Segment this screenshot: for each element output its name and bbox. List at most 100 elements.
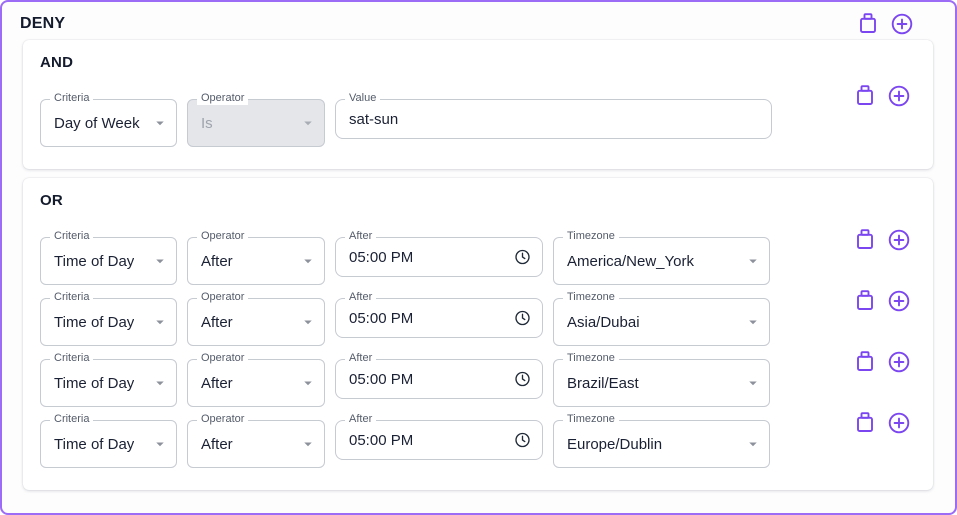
dropdown-arrow-icon bbox=[749, 381, 757, 386]
criteria-label: Criteria bbox=[50, 230, 94, 243]
timezone-select[interactable]: Timezone Europe/Dublin bbox=[553, 413, 770, 468]
dropdown-arrow-icon bbox=[304, 442, 312, 447]
operator-label: Operator bbox=[197, 92, 249, 105]
plus-circle-icon bbox=[888, 412, 910, 433]
and-row-actions bbox=[853, 83, 911, 108]
delete-rule-button[interactable] bbox=[853, 83, 877, 108]
operator-label: Operator bbox=[197, 230, 249, 243]
clock-icon bbox=[515, 249, 530, 265]
time-value: 05:00 PM bbox=[349, 431, 414, 449]
operator-value: After bbox=[201, 374, 233, 392]
plus-circle-icon bbox=[888, 351, 910, 372]
criteria-label: Criteria bbox=[50, 291, 94, 304]
or-rule-row: Criteria Time of Day Operator After Afte… bbox=[40, 229, 911, 285]
timezone-label: Timezone bbox=[563, 352, 619, 365]
delete-group-button[interactable] bbox=[856, 11, 880, 36]
operator-select[interactable]: Operator After bbox=[187, 413, 325, 468]
time-value: 05:00 PM bbox=[349, 248, 414, 266]
or-rule-row: Criteria Time of Day Operator After Afte… bbox=[40, 412, 911, 468]
operator-value: After bbox=[201, 435, 233, 453]
plus-circle-icon bbox=[888, 85, 910, 106]
criteria-select[interactable]: Criteria Day of Week bbox=[40, 92, 177, 147]
or-row-actions bbox=[853, 349, 911, 374]
operator-label: Operator bbox=[197, 291, 249, 304]
timezone-value: Asia/Dubai bbox=[567, 313, 640, 331]
panel-actions bbox=[856, 11, 914, 36]
delete-rule-button[interactable] bbox=[853, 288, 877, 313]
dropdown-arrow-icon bbox=[304, 381, 312, 386]
operator-value: After bbox=[201, 313, 233, 331]
time-input[interactable]: After 05:00 PM bbox=[335, 291, 543, 338]
panel-header: DENY bbox=[2, 2, 955, 40]
add-rule-button[interactable] bbox=[887, 288, 911, 313]
timezone-value: Europe/Dublin bbox=[567, 435, 663, 453]
or-row-actions bbox=[853, 288, 911, 313]
time-label: After bbox=[345, 230, 377, 243]
delete-rule-button[interactable] bbox=[853, 410, 877, 435]
criteria-select[interactable]: Criteria Time of Day bbox=[40, 291, 177, 346]
dropdown-arrow-icon bbox=[156, 121, 164, 126]
criteria-label: Criteria bbox=[50, 352, 94, 365]
timezone-select[interactable]: Timezone Asia/Dubai bbox=[553, 291, 770, 346]
add-rule-button[interactable] bbox=[887, 227, 911, 252]
time-label: After bbox=[345, 291, 377, 304]
criteria-value: Time of Day bbox=[54, 435, 135, 453]
operator-select[interactable]: Operator After bbox=[187, 230, 325, 285]
operator-select[interactable]: Operator After bbox=[187, 291, 325, 346]
trash-icon bbox=[857, 229, 873, 249]
dropdown-arrow-icon bbox=[304, 259, 312, 264]
time-input[interactable]: After 05:00 PM bbox=[335, 230, 543, 277]
dropdown-arrow-icon bbox=[749, 259, 757, 264]
plus-circle-icon bbox=[888, 229, 910, 250]
or-rule-row: Criteria Time of Day Operator After Afte… bbox=[40, 290, 911, 346]
or-group-card: OR Criteria Time of Day Operator After A… bbox=[23, 178, 933, 490]
add-rule-button[interactable] bbox=[887, 349, 911, 374]
time-value: 05:00 PM bbox=[349, 370, 414, 388]
timezone-label: Timezone bbox=[563, 291, 619, 304]
operator-select[interactable]: Operator After bbox=[187, 352, 325, 407]
time-input[interactable]: After 05:00 PM bbox=[335, 352, 543, 399]
add-group-button[interactable] bbox=[890, 11, 914, 36]
clock-icon bbox=[515, 310, 530, 326]
operator-value: Is bbox=[201, 114, 213, 132]
value-text: sat-sun bbox=[349, 110, 399, 128]
add-rule-button[interactable] bbox=[887, 410, 911, 435]
delete-rule-button[interactable] bbox=[853, 349, 877, 374]
or-row-actions bbox=[853, 227, 911, 252]
timezone-label: Timezone bbox=[563, 230, 619, 243]
page-title: DENY bbox=[20, 14, 66, 32]
value-input[interactable]: Value sat-sun bbox=[335, 92, 772, 139]
criteria-select[interactable]: Criteria Time of Day bbox=[40, 230, 177, 285]
add-rule-button[interactable] bbox=[887, 83, 911, 108]
trash-icon bbox=[857, 351, 873, 371]
time-value: 05:00 PM bbox=[349, 309, 414, 327]
plus-circle-icon bbox=[891, 13, 913, 34]
timezone-select[interactable]: Timezone Brazil/East bbox=[553, 352, 770, 407]
dropdown-arrow-icon bbox=[304, 121, 312, 126]
criteria-label: Criteria bbox=[50, 413, 94, 426]
plus-circle-icon bbox=[888, 290, 910, 311]
dropdown-arrow-icon bbox=[156, 381, 164, 386]
dropdown-arrow-icon bbox=[304, 320, 312, 325]
dropdown-arrow-icon bbox=[749, 442, 757, 447]
dropdown-arrow-icon bbox=[156, 320, 164, 325]
time-input[interactable]: After 05:00 PM bbox=[335, 413, 543, 460]
clock-icon bbox=[515, 432, 530, 448]
criteria-select[interactable]: Criteria Time of Day bbox=[40, 413, 177, 468]
timezone-select[interactable]: Timezone America/New_York bbox=[553, 230, 770, 285]
criteria-value: Time of Day bbox=[54, 252, 135, 270]
dropdown-arrow-icon bbox=[156, 259, 164, 264]
or-rule-row: Criteria Time of Day Operator After Afte… bbox=[40, 351, 911, 407]
and-group-card: AND Criteria Day of Week Operator Is Val… bbox=[23, 40, 933, 169]
trash-icon bbox=[857, 412, 873, 432]
dropdown-arrow-icon bbox=[156, 442, 164, 447]
trash-icon bbox=[857, 85, 873, 105]
criteria-select[interactable]: Criteria Time of Day bbox=[40, 352, 177, 407]
delete-rule-button[interactable] bbox=[853, 227, 877, 252]
dropdown-arrow-icon bbox=[749, 320, 757, 325]
criteria-value: Time of Day bbox=[54, 374, 135, 392]
clock-icon bbox=[515, 371, 530, 387]
or-group-title: OR bbox=[40, 192, 63, 209]
operator-select-disabled: Operator Is bbox=[187, 92, 325, 147]
criteria-value: Day of Week bbox=[54, 114, 140, 132]
